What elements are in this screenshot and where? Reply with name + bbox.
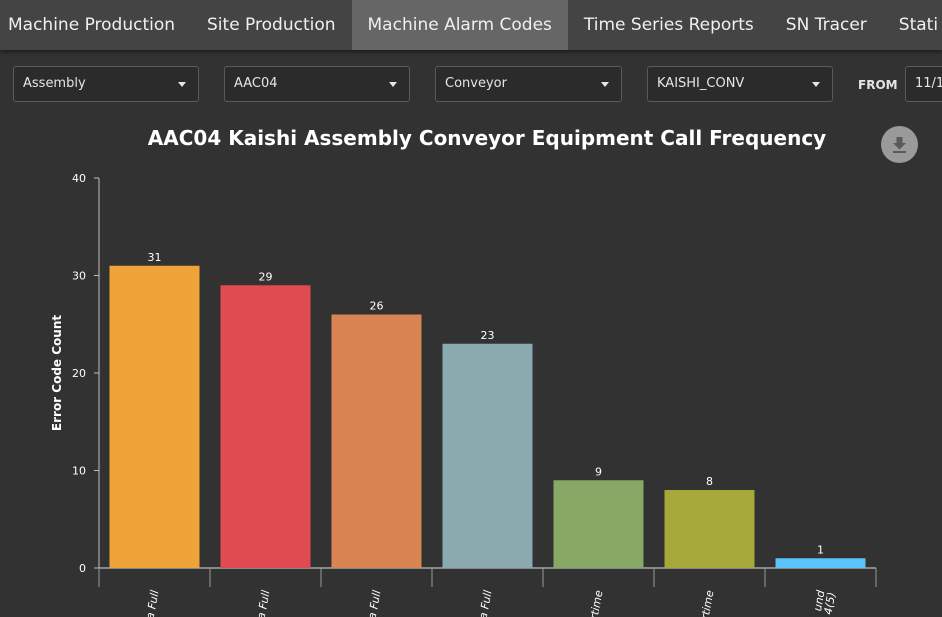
bar bbox=[664, 490, 755, 568]
bar bbox=[220, 285, 311, 568]
bar-data-label: 31 bbox=[148, 251, 162, 264]
from-date-value: 11/1 bbox=[915, 76, 942, 91]
y-tick-label: 30 bbox=[72, 270, 86, 283]
nav-tab-machine-alarm-codes[interactable]: Machine Alarm Codes bbox=[351, 0, 568, 50]
x-tick-label-line: a Full bbox=[477, 589, 495, 617]
bar-data-label: 9 bbox=[595, 465, 602, 478]
bar bbox=[442, 343, 533, 568]
bar-data-label: 1 bbox=[817, 543, 824, 556]
x-tick-label: und4(5) bbox=[811, 588, 839, 615]
x-tick-label: rtime bbox=[699, 589, 717, 617]
equipment-type-select[interactable]: Conveyor bbox=[435, 66, 622, 102]
y-tick-label: 20 bbox=[72, 367, 86, 380]
line-select[interactable]: AAC04 bbox=[224, 66, 410, 102]
equipment-type-select-value: Conveyor bbox=[445, 76, 507, 91]
bar-data-label: 23 bbox=[481, 329, 495, 342]
x-tick-label: a Full bbox=[255, 589, 273, 617]
top-nav: Machine Production Site Production Machine… bbox=[0, 0, 942, 50]
chevron-down-icon bbox=[812, 82, 820, 87]
download-button[interactable] bbox=[881, 126, 918, 163]
x-tick-label-line: a Full bbox=[366, 589, 384, 617]
line-select-value: AAC04 bbox=[234, 76, 278, 91]
x-tick-label: a Full bbox=[366, 589, 384, 617]
y-tick-label: 0 bbox=[79, 562, 86, 575]
chevron-down-icon bbox=[389, 82, 397, 87]
chevron-down-icon bbox=[178, 82, 186, 87]
x-tick-label-line: a Full bbox=[144, 589, 162, 617]
bar bbox=[553, 480, 644, 568]
y-axis-label: Error Code Count bbox=[50, 315, 64, 431]
bar bbox=[331, 314, 422, 568]
chevron-down-icon bbox=[601, 82, 609, 87]
x-tick-label: rtime bbox=[588, 589, 606, 617]
x-tick-label-line: rtime bbox=[588, 589, 606, 617]
x-tick-label-line: a Full bbox=[255, 589, 273, 617]
filter-bar: Assembly AAC04 Conveyor KAISHI_CONV FROM… bbox=[0, 66, 942, 104]
from-date-input[interactable]: 11/1 bbox=[905, 66, 942, 102]
area-select-value: Assembly bbox=[23, 76, 86, 91]
nav-tab-sn-tracer[interactable]: SN Tracer bbox=[785, 15, 867, 35]
download-icon bbox=[893, 137, 906, 153]
x-tick-label: a Full bbox=[477, 589, 495, 617]
bar bbox=[775, 558, 866, 568]
x-tick-label-line: rtime bbox=[699, 589, 717, 617]
chart-title: AAC04 Kaishi Assembly Conveyor Equipment… bbox=[147, 126, 827, 150]
bar-data-label: 26 bbox=[370, 300, 384, 313]
bar-data-label: 8 bbox=[706, 475, 713, 488]
y-tick-label: 10 bbox=[72, 465, 86, 478]
machine-select-value: KAISHI_CONV bbox=[657, 76, 745, 91]
bar bbox=[109, 265, 200, 568]
x-tick-label-line: und bbox=[811, 588, 828, 612]
nav-tab-site-production[interactable]: Site Production bbox=[207, 15, 336, 35]
nav-tab-machine-production[interactable]: Machine Production bbox=[8, 15, 176, 35]
nav-tab-time-series-reports[interactable]: Time Series Reports bbox=[583, 15, 754, 35]
nav-tab-stati[interactable]: Stati bbox=[898, 15, 939, 35]
y-tick-label: 40 bbox=[72, 172, 86, 185]
x-tick-label: a Full bbox=[144, 589, 162, 617]
area-select[interactable]: Assembly bbox=[13, 66, 199, 102]
x-tick-label-line: 4(5) bbox=[822, 591, 839, 616]
from-label: FROM bbox=[858, 78, 898, 92]
machine-select[interactable]: KAISHI_CONV bbox=[647, 66, 833, 102]
bar-data-label: 29 bbox=[259, 270, 273, 283]
